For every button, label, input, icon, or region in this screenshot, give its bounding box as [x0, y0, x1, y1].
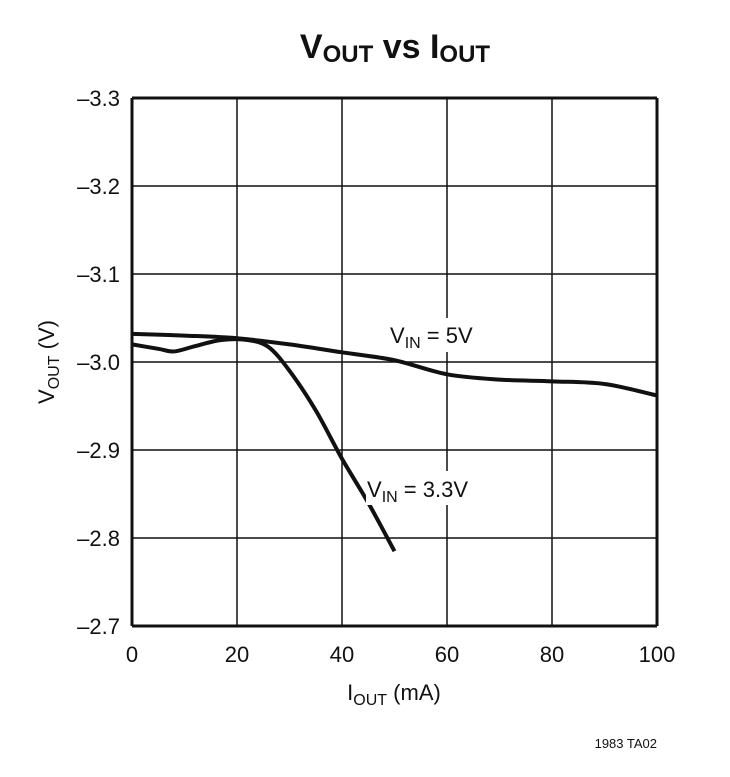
x-tick-label: 40	[330, 642, 354, 667]
ticks: 0 20 40 60 80 100 –3.3 –3.2 –3.1 –3.0 –2.9 –2.8 –2.7	[77, 86, 675, 667]
series-label-vin-3v3: VIN = 3.3V	[367, 477, 468, 506]
series-group	[131, 331, 658, 553]
grid	[130, 96, 659, 628]
y-tick-label: –3.1	[77, 262, 120, 287]
x-tick-label: 60	[435, 642, 459, 667]
y-tick-label: –3.2	[77, 174, 120, 199]
y-tick-label: –2.8	[77, 526, 120, 551]
series-label-vin-5v: VIN = 5V	[390, 323, 473, 352]
series-line-vin-3v3	[131, 337, 397, 553]
x-tick-label: 20	[225, 642, 249, 667]
y-tick-label: –2.9	[77, 438, 120, 463]
x-tick-label: 100	[639, 642, 676, 667]
series-line-vin-5v	[131, 331, 658, 398]
y-tick-label: –3.3	[77, 86, 120, 111]
footnote: 1983 TA02	[595, 736, 657, 751]
y-tick-label: –3.0	[77, 350, 120, 375]
chart-title: VOUT vs IOUT	[300, 28, 491, 68]
y-axis-label: VOUT (V)	[34, 320, 63, 404]
x-tick-label: 0	[126, 642, 138, 667]
label-bg-5v	[388, 318, 494, 352]
x-tick-label: 80	[540, 642, 564, 667]
y-tick-label: –2.7	[77, 614, 120, 639]
label-bg-33v	[366, 471, 498, 505]
x-axis-label: IOUT (mA)	[347, 680, 441, 709]
